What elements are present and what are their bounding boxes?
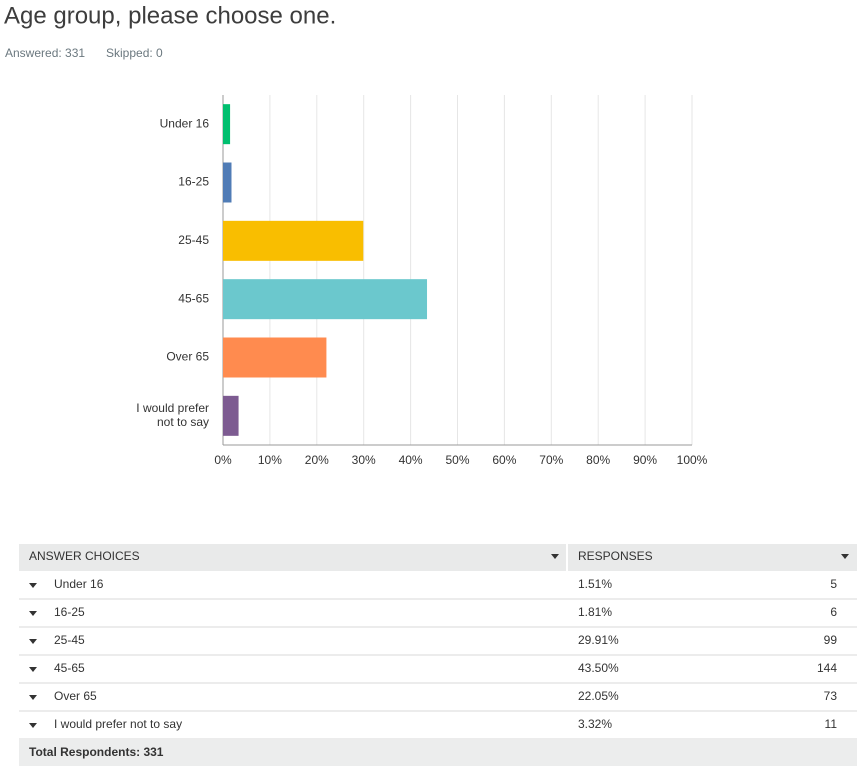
- table-header-bg: [19, 544, 857, 571]
- bar: [223, 162, 232, 203]
- response-percent: 22.05%: [578, 689, 619, 703]
- expand-caret[interactable]: [29, 583, 37, 588]
- y-tick-label: 45-65: [178, 291, 209, 305]
- sort-icon[interactable]: [551, 554, 559, 559]
- y-tick-label: 16-25: [178, 175, 209, 189]
- answer-choice: Under 16: [54, 577, 104, 591]
- bar: [223, 279, 428, 320]
- x-tick-label: 90%: [633, 453, 657, 467]
- skipped-count: Skipped: 0: [106, 46, 163, 60]
- x-tick-label: 50%: [445, 453, 469, 467]
- x-tick-label: 40%: [399, 453, 423, 467]
- sort-icon[interactable]: [841, 554, 849, 559]
- response-count: 144: [817, 661, 837, 675]
- table-header[interactable]: RESPONSES: [578, 549, 653, 563]
- y-tick-label: Over 65: [166, 350, 209, 364]
- response-percent: 3.32%: [578, 717, 612, 731]
- x-tick-label: 70%: [539, 453, 563, 467]
- table-footer: Total Respondents: 331: [29, 745, 164, 759]
- response-count: 73: [824, 689, 838, 703]
- expand-caret[interactable]: [29, 723, 37, 728]
- table-footer-bg: [19, 740, 857, 766]
- answer-choice: Over 65: [54, 689, 97, 703]
- table-header[interactable]: ANSWER CHOICES: [29, 549, 140, 563]
- bar: [223, 395, 239, 436]
- y-tick-label: 25-45: [178, 233, 209, 247]
- y-tick-label: Under 16: [160, 116, 210, 130]
- bar: [223, 104, 231, 145]
- expand-caret[interactable]: [29, 611, 37, 616]
- y-tick-label: I would prefer not to say: [136, 401, 209, 429]
- x-tick-label: 30%: [352, 453, 376, 467]
- bar: [223, 337, 327, 378]
- bar: [223, 220, 364, 261]
- expand-caret[interactable]: [29, 667, 37, 672]
- x-tick-label: 100%: [677, 453, 708, 467]
- answer-choice: I would prefer not to say: [54, 717, 182, 731]
- response-percent: 43.50%: [578, 661, 619, 675]
- answered-count: Answered: 331: [5, 46, 85, 60]
- x-tick-label: 60%: [492, 453, 516, 467]
- expand-caret[interactable]: [29, 695, 37, 700]
- response-percent: 29.91%: [578, 633, 619, 647]
- x-tick-label: 10%: [258, 453, 282, 467]
- question-title: Age group, please choose one.: [4, 2, 336, 29]
- answer-choice: 45-65: [54, 661, 85, 675]
- x-tick-label: 80%: [586, 453, 610, 467]
- response-percent: 1.51%: [578, 577, 612, 591]
- answer-choice: 16-25: [54, 605, 85, 619]
- response-count: 99: [824, 633, 838, 647]
- x-tick-label: 20%: [305, 453, 329, 467]
- response-percent: 1.81%: [578, 605, 612, 619]
- answer-choice: 25-45: [54, 633, 85, 647]
- response-count: 11: [825, 717, 838, 731]
- expand-caret[interactable]: [29, 639, 37, 644]
- response-count: 5: [830, 577, 837, 591]
- x-tick-label: 0%: [214, 453, 232, 467]
- response-count: 6: [830, 605, 837, 619]
